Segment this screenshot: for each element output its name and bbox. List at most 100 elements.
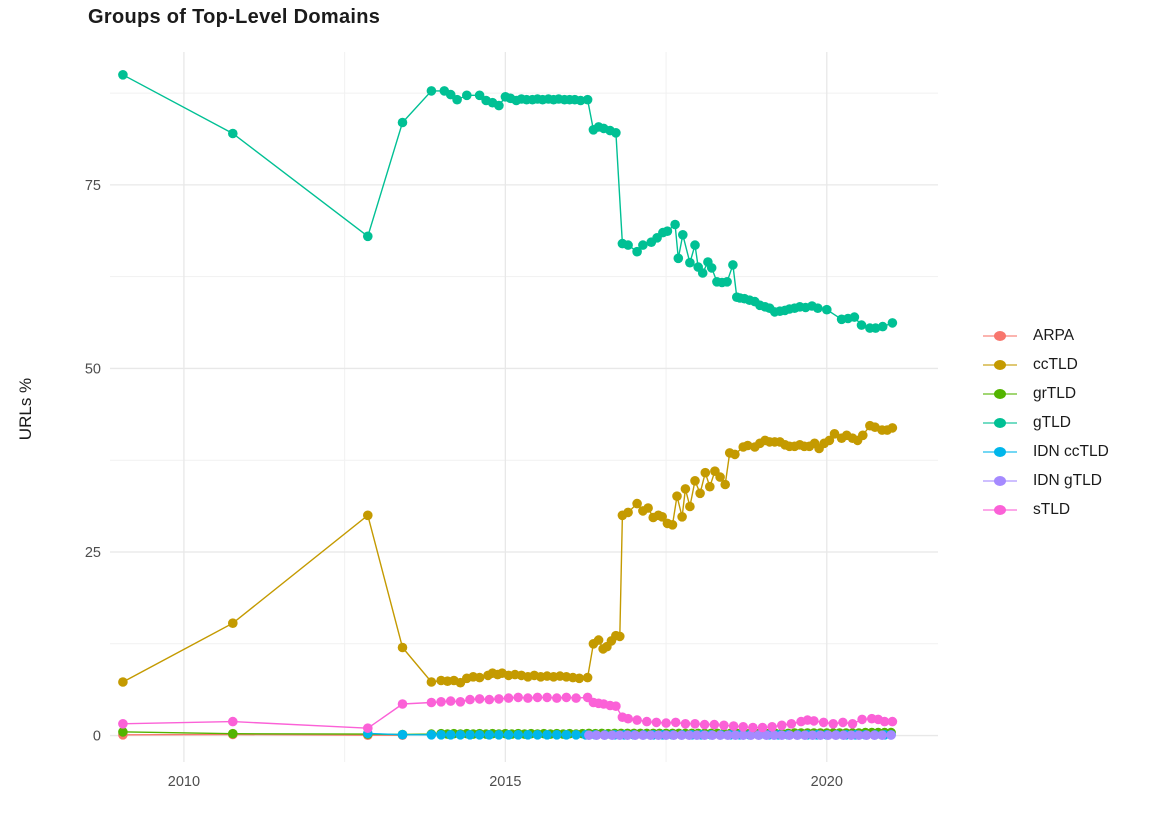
- data-point-stld: [757, 722, 768, 733]
- data-point-gtld: [462, 90, 472, 101]
- data-point-idn-cctld: [494, 730, 504, 740]
- data-point-stld: [542, 692, 552, 703]
- data-point-idn-gtld: [877, 730, 887, 740]
- data-point-idn-gtld: [753, 730, 764, 740]
- data-point-idn-gtld: [831, 730, 841, 740]
- data-point-stld: [887, 716, 898, 727]
- data-point-idn-cctld: [445, 730, 456, 740]
- legend-label: ARPA: [1033, 326, 1075, 344]
- data-point-gtld: [670, 219, 680, 230]
- data-point-gtld: [575, 95, 586, 106]
- legend-key-icon: [983, 417, 1017, 429]
- data-point-gtld: [474, 90, 485, 101]
- x-tick-label: 2020: [811, 774, 843, 790]
- data-point-stld: [847, 719, 858, 729]
- data-point-stld: [623, 713, 633, 724]
- data-point-idn-cctld: [561, 730, 572, 740]
- legend-key-icon: [983, 359, 1017, 371]
- data-point-gtld: [813, 303, 823, 314]
- data-point-idn-gtld: [692, 730, 702, 740]
- data-point-idn-gtld: [823, 730, 833, 740]
- data-point-cctld: [715, 472, 725, 482]
- data-point-stld: [561, 692, 572, 703]
- data-point-idn-gtld: [630, 730, 640, 740]
- data-point-idn-cctld: [465, 730, 475, 740]
- data-point-gtld: [849, 312, 860, 322]
- data-point-idn-gtld: [769, 730, 779, 740]
- data-point-stld: [699, 719, 710, 730]
- data-point-stld: [632, 715, 642, 725]
- legend-key-icon: [983, 475, 1017, 487]
- data-point-idn-gtld: [615, 730, 625, 740]
- data-point-cctld: [695, 488, 705, 499]
- data-point-idn-gtld: [869, 730, 880, 740]
- data-point-cctld: [657, 512, 667, 522]
- data-point-idn-gtld: [746, 730, 756, 740]
- data-point-idn-cctld: [484, 730, 495, 740]
- legend-key-dot: [994, 359, 1006, 370]
- data-point-cctld: [582, 672, 593, 683]
- data-point-stld: [445, 696, 456, 706]
- data-point-idn-cctld: [436, 730, 446, 740]
- data-point-gtld: [822, 304, 832, 315]
- data-point-idn-gtld: [653, 730, 664, 740]
- data-point-cctld: [730, 449, 740, 460]
- legend-label: IDN gTLD: [1033, 471, 1102, 489]
- data-point-stld: [503, 693, 514, 703]
- data-point-stld: [465, 694, 475, 705]
- data-point-gtld: [662, 226, 673, 236]
- data-point-stld: [642, 716, 652, 727]
- legend-key-icon: [983, 504, 1017, 516]
- data-point-cctld: [632, 498, 642, 509]
- data-point-stld: [455, 697, 466, 707]
- data-point-idn-gtld: [699, 730, 710, 740]
- data-point-gtld: [426, 86, 437, 96]
- legend-key-icon: [983, 388, 1017, 400]
- data-point-idn-gtld: [638, 730, 648, 740]
- data-point-grtld: [228, 728, 238, 739]
- data-point-idn-gtld: [676, 730, 687, 740]
- legend-key-dot: [994, 417, 1006, 428]
- data-point-stld: [118, 719, 128, 729]
- data-point-cctld: [474, 672, 485, 683]
- data-point-idn-gtld: [661, 730, 671, 740]
- data-point-idn-gtld: [645, 730, 656, 740]
- data-point-cctld: [829, 429, 840, 439]
- data-point-idn-gtld: [738, 730, 748, 740]
- data-point-cctld: [677, 512, 687, 522]
- legend-label: ccTLD: [1033, 355, 1078, 373]
- legend-item-stld: sTLD: [983, 495, 1109, 524]
- data-point-stld: [670, 717, 681, 728]
- data-point-stld: [777, 720, 787, 731]
- data-point-stld: [680, 719, 691, 729]
- data-point-stld: [513, 692, 523, 703]
- data-point-idn-gtld: [807, 730, 818, 740]
- data-point-stld: [426, 697, 437, 708]
- legend-item-grtld: grTLD: [983, 379, 1109, 408]
- data-point-stld: [828, 719, 838, 729]
- data-point-cctld: [700, 467, 711, 478]
- data-point-cctld: [672, 491, 682, 502]
- legend-item-idn-gtld: IDN gTLD: [983, 466, 1109, 495]
- data-point-idn-cctld: [455, 730, 466, 740]
- data-point-cctld: [363, 510, 373, 521]
- legend-item-cctld: ccTLD: [983, 350, 1109, 379]
- data-point-cctld: [593, 635, 604, 645]
- data-point-cctld: [887, 423, 898, 433]
- data-point-idn-gtld: [669, 730, 679, 740]
- data-point-idn-gtld: [584, 730, 594, 740]
- data-point-idn-gtld: [854, 730, 864, 740]
- data-point-stld: [611, 701, 621, 711]
- legend-key-dot: [994, 388, 1006, 399]
- data-point-gtld: [706, 263, 717, 273]
- data-point-idn-cctld: [571, 730, 581, 740]
- series-line-arpa: [122, 733, 403, 736]
- data-point-gtld: [611, 128, 621, 138]
- legend-item-arpa: ARPA: [983, 321, 1109, 350]
- data-point-idn-gtld: [761, 730, 772, 740]
- legend-label: gTLD: [1033, 413, 1071, 431]
- y-tick-label: 25: [85, 545, 101, 561]
- data-point-stld: [838, 717, 848, 728]
- legend-item-idn-cctld: IDN ccTLD: [983, 437, 1109, 466]
- data-point-idn-cctld: [532, 730, 543, 740]
